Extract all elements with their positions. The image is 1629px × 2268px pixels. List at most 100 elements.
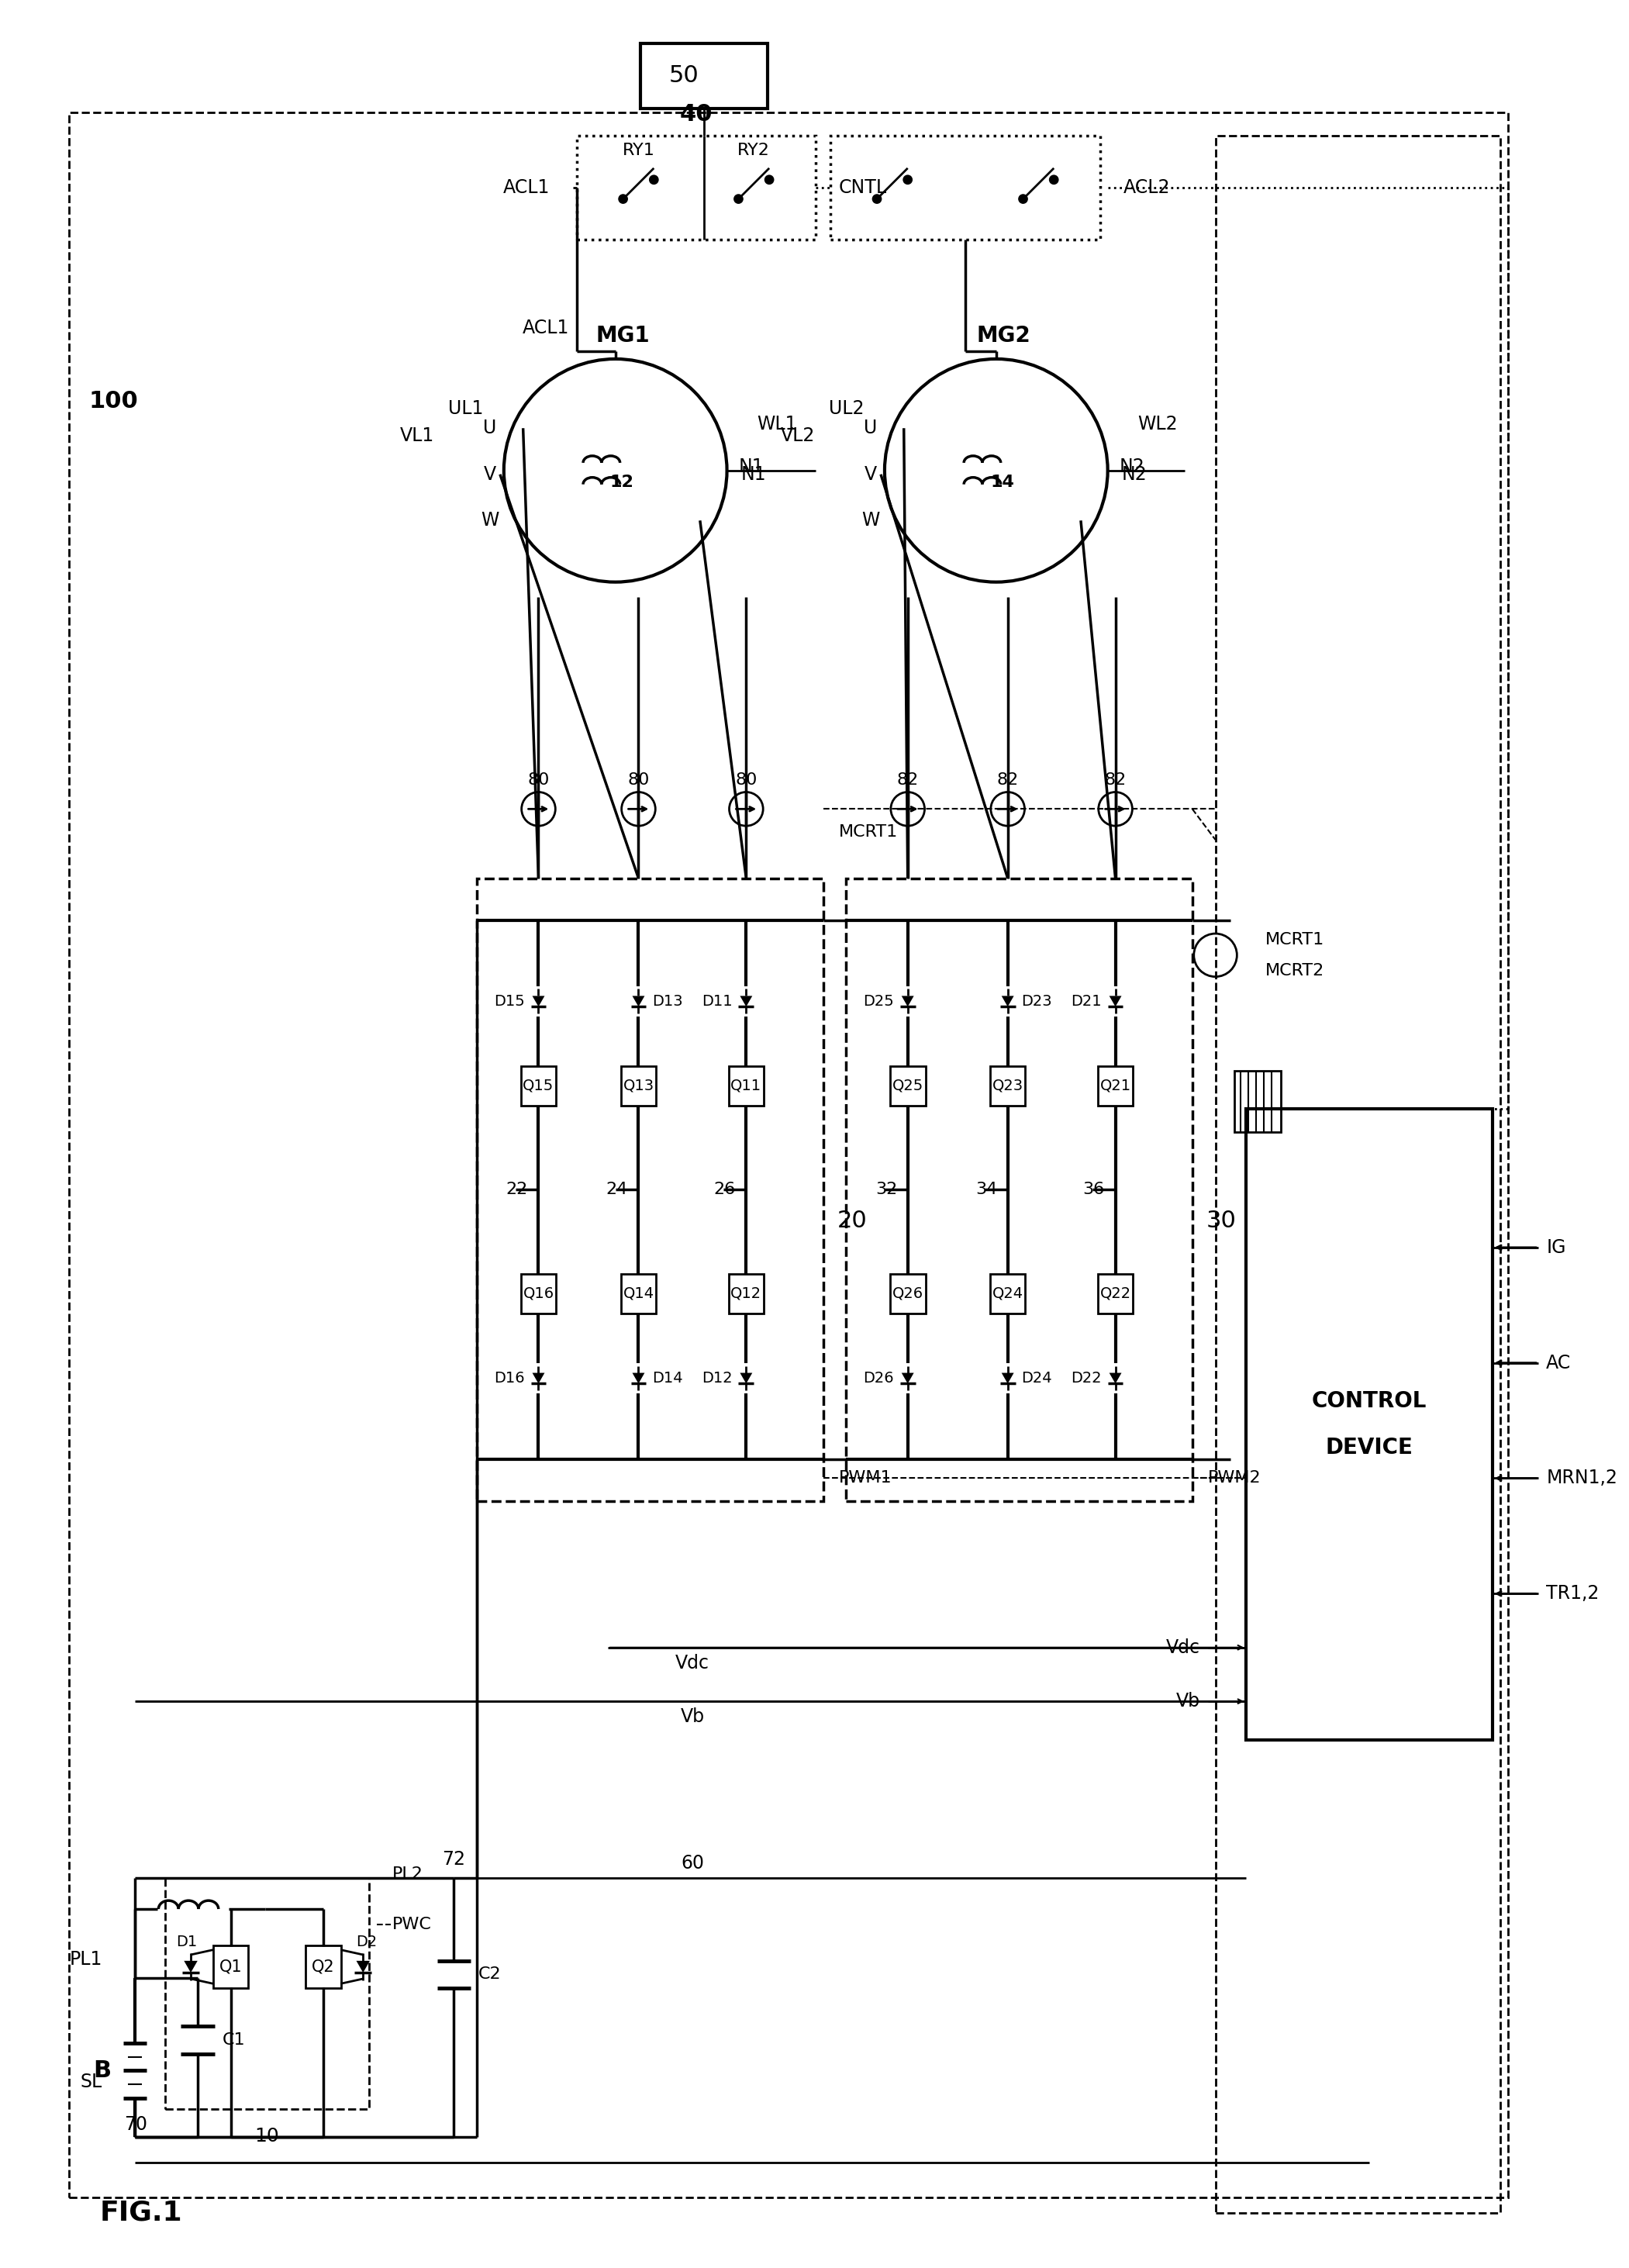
Circle shape [873, 195, 881, 202]
Bar [477, 878, 823, 1501]
Text: 40: 40 [679, 102, 712, 125]
Text: 82: 82 [997, 771, 1018, 787]
Bar [213, 1946, 249, 1987]
Polygon shape [533, 1372, 544, 1383]
Bar [845, 878, 1192, 1501]
Polygon shape [357, 1962, 370, 1973]
Text: Vb: Vb [1176, 1692, 1201, 1710]
Text: Q21: Q21 [1100, 1080, 1131, 1093]
Text: 82: 82 [1104, 771, 1126, 787]
Text: 20: 20 [837, 1209, 867, 1232]
Text: PWM2: PWM2 [1207, 1470, 1261, 1486]
Text: UL2: UL2 [829, 399, 863, 417]
Circle shape [735, 195, 743, 202]
Text: Q2: Q2 [311, 1960, 334, 1975]
Text: RY1: RY1 [622, 143, 655, 159]
Bar [728, 1275, 764, 1313]
Text: 82: 82 [896, 771, 919, 787]
Text: D11: D11 [702, 993, 733, 1009]
Circle shape [622, 792, 655, 826]
Circle shape [891, 792, 925, 826]
Circle shape [766, 177, 774, 184]
Text: Q12: Q12 [730, 1286, 762, 1302]
Text: MRN1,2: MRN1,2 [1546, 1470, 1618, 1488]
Text: N2: N2 [1119, 458, 1145, 476]
Text: 70: 70 [124, 2116, 148, 2134]
Text: D26: D26 [863, 1370, 894, 1386]
Bar [1098, 1275, 1134, 1313]
Bar [889, 1275, 925, 1313]
Text: ACL1: ACL1 [503, 179, 551, 197]
Text: Vdc: Vdc [676, 1653, 709, 1672]
Polygon shape [632, 996, 645, 1007]
Text: 14: 14 [990, 474, 1015, 490]
Text: V: V [484, 465, 497, 483]
Text: C2: C2 [479, 1966, 502, 1982]
Text: WL2: WL2 [1137, 415, 1178, 433]
Bar [166, 1878, 370, 2109]
Circle shape [904, 177, 912, 184]
Text: 12: 12 [609, 474, 634, 490]
Bar [521, 1275, 555, 1313]
Circle shape [885, 358, 1108, 583]
Text: 22: 22 [507, 1182, 528, 1198]
Text: D21: D21 [1070, 993, 1101, 1009]
Text: 36: 36 [1083, 1182, 1104, 1198]
Text: V: V [865, 465, 876, 483]
Bar [521, 1066, 555, 1107]
Text: 24: 24 [606, 1182, 627, 1198]
Text: PL2: PL2 [393, 1867, 424, 1882]
Text: FIG.1: FIG.1 [99, 2200, 182, 2227]
Text: ACL1: ACL1 [523, 320, 569, 338]
Text: VL1: VL1 [401, 426, 435, 445]
Text: PWC: PWC [393, 1916, 432, 1932]
Bar [1098, 1066, 1134, 1107]
Text: D22: D22 [1070, 1370, 1101, 1386]
Text: Q11: Q11 [730, 1080, 762, 1093]
Text: Q14: Q14 [622, 1286, 653, 1302]
Text: D15: D15 [494, 993, 525, 1009]
Circle shape [503, 358, 727, 583]
Bar [831, 136, 1100, 240]
Text: 80: 80 [627, 771, 650, 787]
Polygon shape [740, 1372, 753, 1383]
Polygon shape [632, 1372, 645, 1383]
Bar [640, 43, 767, 109]
Text: 80: 80 [735, 771, 757, 787]
Text: TR1,2: TR1,2 [1546, 1585, 1600, 1603]
Polygon shape [1002, 1372, 1013, 1383]
Circle shape [1051, 177, 1057, 184]
Text: 34: 34 [976, 1182, 997, 1198]
Polygon shape [901, 996, 914, 1007]
Bar [1246, 1109, 1492, 1740]
Circle shape [1194, 934, 1236, 978]
Text: 10: 10 [254, 2127, 279, 2146]
Text: N2: N2 [1121, 465, 1147, 483]
Text: CNTL: CNTL [839, 179, 886, 197]
Text: D16: D16 [494, 1370, 525, 1386]
Text: DEVICE: DEVICE [1326, 1436, 1412, 1458]
Bar [621, 1275, 656, 1313]
Bar [990, 1066, 1025, 1107]
Text: Vb: Vb [681, 1708, 704, 1726]
Text: Q25: Q25 [893, 1080, 924, 1093]
Bar [68, 113, 1508, 2198]
Polygon shape [1109, 996, 1121, 1007]
Text: VL2: VL2 [780, 426, 816, 445]
Bar [305, 1946, 340, 1987]
Text: MCRT2: MCRT2 [1266, 964, 1324, 978]
Text: Vdc: Vdc [1166, 1637, 1201, 1658]
Text: 100: 100 [88, 390, 138, 413]
Text: D14: D14 [652, 1370, 683, 1386]
Circle shape [521, 792, 555, 826]
Text: Q23: Q23 [992, 1080, 1023, 1093]
Text: D1: D1 [176, 1935, 197, 1950]
Circle shape [650, 177, 658, 184]
Text: ACL2: ACL2 [1122, 179, 1170, 197]
Circle shape [619, 195, 627, 202]
Text: W: W [862, 510, 880, 531]
Bar [728, 1066, 764, 1107]
Text: MG2: MG2 [977, 324, 1031, 347]
Text: CONTROL: CONTROL [1311, 1390, 1427, 1413]
Text: AC: AC [1546, 1354, 1570, 1372]
